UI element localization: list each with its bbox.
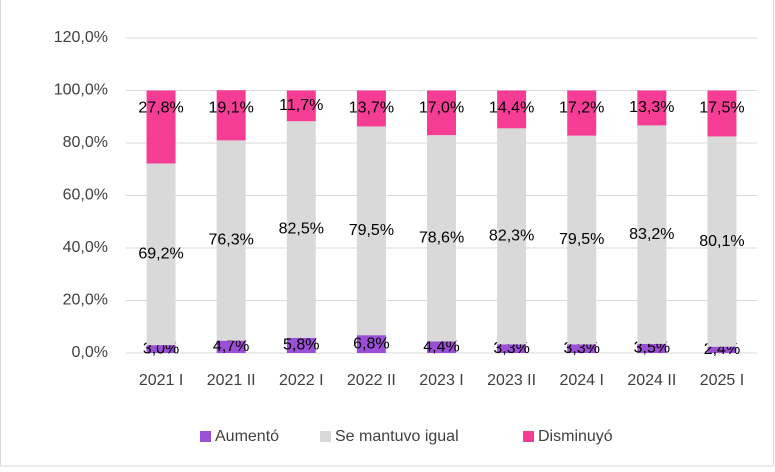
bar-segment	[567, 344, 597, 353]
y-tick-label: 100,0%	[54, 82, 108, 99]
data-label: 82,3%	[489, 228, 534, 245]
y-tick-label: 40,0%	[63, 239, 108, 256]
x-tick-label: 2022 I	[279, 372, 323, 389]
x-tick-label: 2021 I	[139, 372, 183, 389]
data-label: 83,2%	[629, 226, 674, 243]
bar-segment	[637, 125, 667, 344]
bar-segment	[637, 90, 667, 126]
x-tick-label: 2022 II	[347, 372, 396, 389]
y-tick-label: 120,0%	[54, 29, 108, 46]
bar-segment	[286, 337, 316, 353]
data-label: 79,5%	[559, 231, 604, 248]
data-label: 5,8%	[283, 337, 319, 354]
bar-segment	[286, 90, 316, 122]
data-label: 19,1%	[208, 99, 253, 116]
bar-segment	[146, 345, 176, 353]
x-tick-label: 2023 I	[419, 372, 463, 389]
bar-segment	[356, 90, 386, 127]
y-tick-label: 0,0%	[72, 344, 108, 361]
bar-segment	[146, 90, 176, 164]
y-tick-label: 80,0%	[63, 134, 108, 151]
bar-segment	[427, 135, 456, 342]
legend-swatch	[523, 431, 534, 442]
data-label: 4,4%	[423, 338, 459, 355]
data-label: 79,5%	[349, 222, 394, 239]
data-label: 82,5%	[279, 221, 324, 238]
bar-segment	[567, 90, 597, 136]
legend-swatch	[320, 431, 331, 442]
bar-segment	[427, 90, 456, 136]
x-tick-label: 2025 I	[700, 372, 744, 389]
bar-segment	[497, 128, 527, 345]
bar-segment	[216, 90, 246, 141]
legend-swatch	[200, 431, 211, 442]
data-label: 4,7%	[213, 338, 249, 355]
data-label: 17,0%	[419, 100, 464, 117]
data-label: 13,3%	[629, 99, 674, 116]
y-tick-label: 60,0%	[63, 187, 108, 204]
data-label: 11,7%	[279, 97, 323, 114]
bar-segment	[356, 126, 386, 336]
x-tick-label: 2021 II	[207, 372, 256, 389]
legend-label: Aumentó	[215, 428, 279, 445]
y-tick-label: 20,0%	[63, 292, 108, 309]
data-label: 17,2%	[559, 100, 604, 117]
data-label: 69,2%	[138, 246, 183, 263]
bar-segment	[707, 346, 737, 353]
bar-segment	[146, 163, 176, 346]
bar-segment	[427, 341, 456, 353]
bar-segment	[216, 340, 246, 353]
legend-label: Disminuyó	[538, 428, 613, 445]
bar-segment	[286, 121, 316, 338]
data-label: 27,8%	[138, 100, 183, 117]
data-label: 17,5%	[699, 100, 744, 117]
x-tick-label: 2023 II	[487, 372, 536, 389]
data-label: 13,7%	[349, 100, 394, 117]
data-label: 80,1%	[699, 233, 744, 250]
bar-segment	[707, 136, 737, 347]
data-label: 76,3%	[208, 232, 253, 249]
bar-segment	[356, 335, 386, 353]
x-tick-label: 2024 I	[559, 372, 603, 389]
data-label: 6,8%	[353, 335, 389, 352]
bar-segment	[497, 90, 527, 129]
bar-segment	[216, 140, 246, 341]
data-label: 14,4%	[489, 100, 534, 117]
bar-segment	[637, 343, 667, 353]
data-label: 78,6%	[419, 230, 464, 247]
bar-segment	[567, 135, 597, 345]
data-label: 3,5%	[634, 340, 670, 357]
legend-label: Se mantuvo igual	[335, 428, 459, 445]
bar-segment	[707, 90, 737, 137]
x-tick-label: 2024 II	[627, 372, 676, 389]
bar-segment	[497, 344, 527, 353]
